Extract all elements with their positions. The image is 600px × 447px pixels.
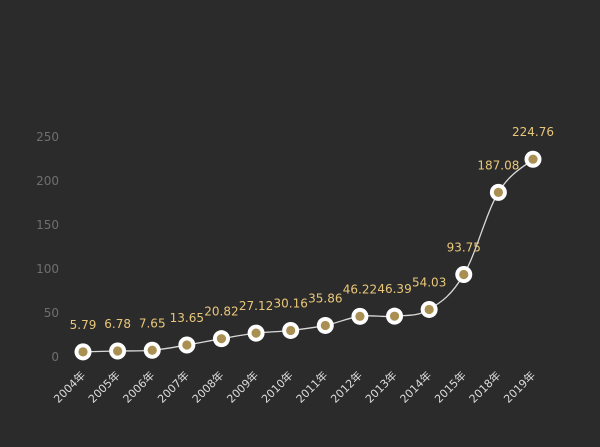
x-axis: 2004年2005年2006年2007年2008年2009年2010年2011年… bbox=[51, 368, 538, 405]
x-tick-label: 2007年 bbox=[154, 368, 191, 405]
y-tick-label: 50 bbox=[44, 306, 59, 320]
data-point bbox=[455, 266, 473, 283]
data-label: 46.22 bbox=[343, 282, 377, 296]
x-tick-label: 2013年 bbox=[362, 368, 399, 405]
data-point bbox=[143, 341, 161, 359]
data-point bbox=[524, 150, 542, 168]
data-point bbox=[212, 330, 230, 348]
x-tick-label: 2019年 bbox=[501, 368, 538, 405]
data-label: 20.82 bbox=[204, 305, 238, 319]
data-point bbox=[420, 300, 438, 318]
x-tick-label: 2010年 bbox=[258, 368, 295, 405]
data-label: 30.16 bbox=[274, 296, 308, 310]
data-label: 224.76 bbox=[512, 125, 554, 139]
data-point bbox=[178, 336, 196, 354]
data-label: 93.75 bbox=[447, 241, 481, 255]
data-label: 54.03 bbox=[412, 275, 446, 289]
data-point bbox=[247, 324, 265, 342]
data-label: 6.78 bbox=[104, 317, 131, 331]
data-label: 7.65 bbox=[139, 316, 166, 330]
data-point bbox=[316, 316, 334, 334]
x-tick-label: 2018年 bbox=[466, 368, 503, 405]
y-tick-label: 100 bbox=[36, 262, 59, 276]
y-axis: 0 50 100 150 200 250 bbox=[36, 130, 59, 364]
data-point bbox=[282, 321, 300, 339]
y-tick-label: 250 bbox=[36, 130, 59, 144]
data-label: 187.08 bbox=[477, 158, 519, 172]
x-tick-label: 2011年 bbox=[293, 368, 330, 405]
data-label: 27.12 bbox=[239, 299, 273, 313]
data-label: 5.79 bbox=[70, 318, 97, 332]
data-point bbox=[109, 342, 127, 360]
data-label: 35.86 bbox=[308, 291, 342, 305]
x-tick-label: 2004年 bbox=[51, 368, 88, 405]
x-tick-label: 2015年 bbox=[431, 368, 468, 405]
x-tick-label: 2014年 bbox=[397, 368, 434, 405]
data-point bbox=[489, 183, 507, 201]
data-labels: 5.79 6.78 7.65 13.65 20.82 27.12 30.16 35.8646.… bbox=[70, 125, 554, 332]
x-tick-label: 2009年 bbox=[224, 368, 261, 405]
data-point bbox=[386, 307, 404, 325]
y-tick-label: 150 bbox=[36, 218, 59, 232]
data-point bbox=[74, 343, 92, 361]
data-label: 13.65 bbox=[170, 311, 204, 325]
x-tick-label: 2012年 bbox=[328, 368, 365, 405]
data-label: 46.39 bbox=[377, 282, 411, 296]
y-tick-label: 200 bbox=[36, 174, 59, 188]
y-tick-label: 0 bbox=[51, 350, 59, 364]
data-points bbox=[74, 150, 542, 361]
x-tick-label: 2008年 bbox=[189, 368, 226, 405]
x-tick-label: 2006年 bbox=[120, 368, 157, 405]
data-point bbox=[351, 307, 369, 325]
x-tick-label: 2005年 bbox=[85, 368, 122, 405]
